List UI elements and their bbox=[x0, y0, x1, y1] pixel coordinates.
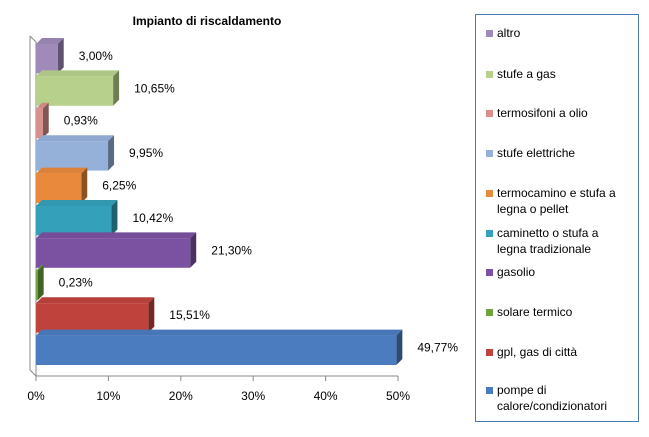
legend-item: solare termico bbox=[486, 304, 632, 320]
value-label: 3,00% bbox=[79, 49, 113, 63]
legend-label: altro bbox=[497, 26, 521, 40]
bar-side bbox=[148, 297, 155, 333]
value-label: 15,51% bbox=[169, 308, 210, 322]
value-label: 6,25% bbox=[102, 178, 136, 192]
bar-top bbox=[36, 70, 120, 77]
bar-side bbox=[37, 264, 44, 301]
legend-label: stufe elettriche bbox=[497, 146, 576, 160]
legend-swatch bbox=[486, 349, 493, 356]
legend-item: termosifoni a olio bbox=[486, 105, 632, 121]
legend-item: altro bbox=[486, 25, 632, 41]
legend-label: gpl, gas di città bbox=[497, 345, 578, 359]
legend-label: solare termico bbox=[497, 305, 573, 319]
bar bbox=[36, 173, 82, 203]
value-label: 0,23% bbox=[59, 276, 93, 290]
bar-top bbox=[36, 38, 64, 44]
bar bbox=[36, 238, 191, 268]
legend-label: termocamino e stufa a legna o pellet bbox=[497, 186, 616, 216]
x-tick-label: 10% bbox=[96, 389, 120, 403]
bar-top bbox=[36, 200, 118, 206]
legend-swatch bbox=[486, 269, 493, 276]
x-tick-label: 0% bbox=[27, 389, 45, 403]
x-tick-label: 20% bbox=[169, 389, 193, 403]
legend-swatch bbox=[486, 387, 493, 394]
value-label: 9,95% bbox=[129, 146, 163, 160]
legend-item: caminetto o stufa a legna tradizionale bbox=[486, 225, 632, 257]
legend-item: pompe di calore/condizionatori bbox=[486, 382, 632, 414]
bar-side bbox=[396, 329, 403, 365]
bar-side bbox=[190, 232, 197, 268]
x-tick-label: 30% bbox=[241, 389, 265, 403]
legend-swatch bbox=[486, 71, 493, 78]
legend-label: pompe di calore/condizionatori bbox=[497, 383, 608, 413]
legend-item: gasolio bbox=[486, 264, 632, 280]
bar-top bbox=[36, 167, 88, 174]
legend-swatch bbox=[486, 309, 493, 316]
legend-swatch bbox=[486, 230, 493, 237]
bar-top bbox=[36, 264, 44, 271]
bar-top bbox=[36, 135, 115, 142]
bar bbox=[36, 108, 43, 139]
value-label: 10,42% bbox=[132, 211, 173, 225]
legend-item: gpl, gas di città bbox=[486, 344, 632, 360]
back-wall bbox=[29, 35, 37, 43]
legend-label: stufe a gas bbox=[497, 67, 556, 81]
bar-top bbox=[36, 102, 49, 109]
bar-side bbox=[113, 70, 120, 106]
bar-top bbox=[36, 297, 155, 304]
legend-item: termocamino e stufa a legna o pellet bbox=[486, 185, 632, 217]
value-label: 49,77% bbox=[417, 340, 458, 354]
value-label: 10,65% bbox=[134, 81, 175, 95]
value-label: 21,30% bbox=[211, 243, 252, 257]
chart-title: Impianto di riscaldamento bbox=[133, 14, 282, 28]
axis-line bbox=[29, 369, 37, 377]
bar bbox=[36, 141, 109, 171]
legend-label: termosifoni a olio bbox=[497, 106, 588, 120]
legend-item: stufe elettriche bbox=[486, 145, 632, 161]
bar bbox=[36, 303, 149, 333]
bar bbox=[36, 335, 397, 365]
legend-label: gasolio bbox=[497, 265, 536, 279]
bar-side bbox=[81, 167, 88, 203]
legend-item: stufe a gas bbox=[486, 66, 632, 82]
x-tick-label: 50% bbox=[386, 389, 410, 403]
legend-swatch bbox=[486, 30, 493, 37]
bar bbox=[36, 206, 112, 236]
bar-side bbox=[57, 38, 64, 74]
bar-side bbox=[42, 102, 49, 139]
bar-top bbox=[36, 232, 197, 239]
legend: altro stufe a gas termosifoni a olio stufe … bbox=[475, 14, 639, 422]
legend-swatch bbox=[486, 190, 493, 197]
bar bbox=[36, 44, 58, 74]
bar-side bbox=[111, 200, 118, 236]
legend-label: caminetto o stufa a legna tradizionale bbox=[497, 226, 599, 256]
bar-side bbox=[108, 135, 115, 171]
bar-top bbox=[36, 329, 403, 336]
bar bbox=[36, 270, 38, 301]
x-tick-label: 40% bbox=[314, 389, 338, 403]
value-label: 0,93% bbox=[64, 114, 98, 128]
legend-swatch bbox=[486, 110, 493, 117]
legend-swatch bbox=[486, 150, 493, 157]
bar bbox=[36, 76, 114, 106]
